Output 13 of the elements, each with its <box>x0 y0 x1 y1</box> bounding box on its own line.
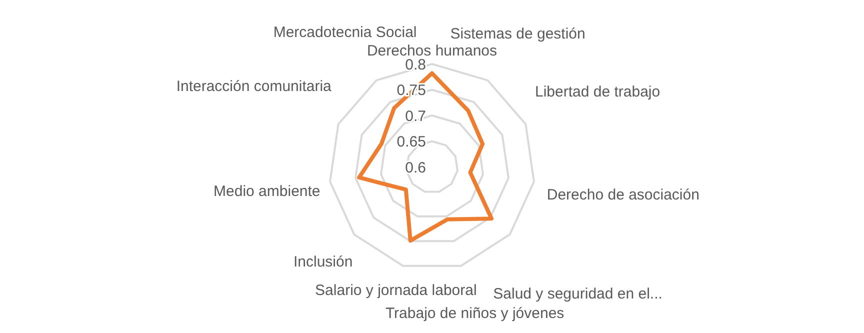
spoke-label: Medio ambiente <box>214 182 320 200</box>
spoke-label: Interacción comunitaria <box>176 78 332 95</box>
spoke-label: Trabajo de niños y jóvenes <box>385 305 564 322</box>
y-tick-label: 0.65 <box>396 134 426 150</box>
spoke-label: Derecho de asociación <box>546 186 700 204</box>
spoke-label: Sistemas de gestión <box>450 26 586 43</box>
spoke-label: Inclusión <box>294 254 353 271</box>
spoke-label: Salario y jornada laboral <box>315 282 477 300</box>
y-tick-label: 0.6 <box>405 159 426 176</box>
spoke-label: Mercadotecnia Social <box>273 24 417 41</box>
spoke-label: Libertad de trabajo <box>535 84 660 101</box>
y-tick-label: 0.7 <box>405 108 426 125</box>
spoke-label: Salud y seguridad en el... <box>493 286 662 303</box>
